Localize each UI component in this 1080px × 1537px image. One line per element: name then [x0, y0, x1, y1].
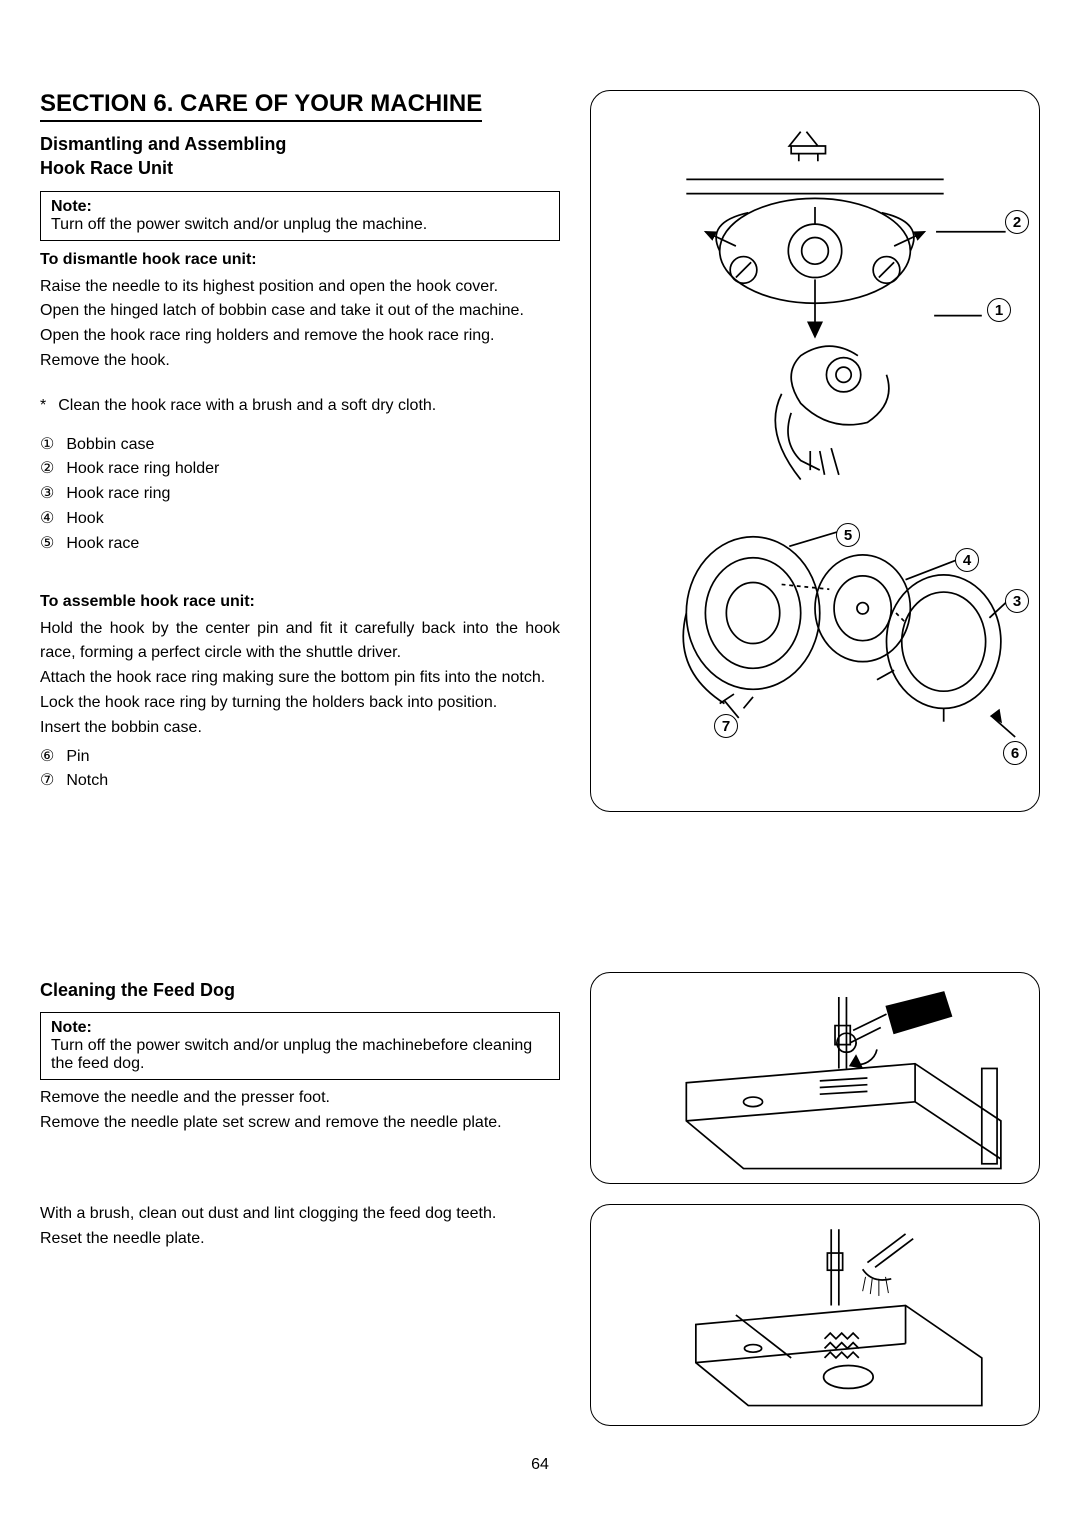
cleaning-heading: Cleaning the Feed Dog: [40, 978, 560, 1002]
assemble-p2: Attach the hook race ring making sure th…: [40, 666, 560, 691]
callout-1: 1: [987, 298, 1011, 322]
part-label: Hook race ring: [66, 482, 170, 507]
clean-bullet-row: * Clean the hook race with a brush and a…: [40, 394, 560, 419]
page-number: 64: [40, 1456, 1040, 1474]
part-label: Hook: [66, 507, 103, 532]
callout-4: 4: [955, 548, 979, 572]
dismantle-heading: To dismantle hook race unit:: [40, 251, 560, 269]
hook-race-figure-column: 1 2 3 4 5 6 7: [590, 90, 1040, 812]
part-num: ①: [40, 433, 54, 458]
part-row: ⑥ Pin: [40, 745, 560, 770]
part-num: ③: [40, 482, 54, 507]
part-num: ⑦: [40, 769, 54, 794]
part-row: ③ Hook race ring: [40, 482, 560, 507]
callout-3: 3: [1005, 589, 1029, 613]
part-label: Bobbin case: [66, 433, 154, 458]
part-label: Notch: [66, 769, 108, 794]
note-label: Note:: [51, 198, 92, 215]
part-num: ②: [40, 457, 54, 482]
feed-dog-diagram-1: [590, 972, 1040, 1184]
note-box-2: Note: Turn off the power switch and/or u…: [40, 1012, 560, 1080]
feed-dog-text-column: Cleaning the Feed Dog Note: Turn off the…: [40, 972, 560, 1426]
clean2-p2: Remove the needle plate set screw and re…: [40, 1111, 560, 1136]
assemble-heading: To assemble hook race unit:: [40, 593, 560, 611]
part-num: ⑤: [40, 532, 54, 557]
note-label: Note:: [51, 1019, 92, 1036]
manual-page: SECTION 6. CARE OF YOUR MACHINE Dismantl…: [0, 0, 1080, 1514]
subtitle-hook-race: Hook Race Unit: [40, 156, 560, 180]
dismantle-p1: Raise the needle to its highest position…: [40, 275, 560, 300]
assemble-p4: Insert the bobbin case.: [40, 716, 560, 741]
hook-race-text-column: SECTION 6. CARE OF YOUR MACHINE Dismantl…: [40, 90, 560, 812]
part-row: ① Bobbin case: [40, 433, 560, 458]
clean-text: Clean the hook race with a brush and a s…: [58, 394, 436, 419]
clean2-p1: Remove the needle and the presser foot.: [40, 1086, 560, 1111]
part-num: ⑥: [40, 745, 54, 770]
note-text: Turn off the power switch and/or unplug …: [51, 216, 427, 233]
part-row: ⑦ Notch: [40, 769, 560, 794]
part-label: Hook race: [66, 532, 139, 557]
part-label: Pin: [66, 745, 89, 770]
parts-list-2: ⑥ Pin ⑦ Notch: [40, 745, 560, 795]
callout-7: 7: [714, 714, 738, 738]
callout-6: 6: [1003, 741, 1027, 765]
parts-list-1: ① Bobbin case ② Hook race ring holder ③ Hoo…: [40, 433, 560, 557]
dismantle-p2: Open the hinged latch of bobbin case and…: [40, 299, 560, 324]
part-num: ④: [40, 507, 54, 532]
part-row: ② Hook race ring holder: [40, 457, 560, 482]
hook-race-diagram: 1 2 3 4 5 6 7: [590, 90, 1040, 812]
part-row: ④ Hook: [40, 507, 560, 532]
note-box-1: Note: Turn off the power switch and/or u…: [40, 191, 560, 241]
part-label: Hook race ring holder: [66, 457, 219, 482]
feed-dog-diagram-2: [590, 1204, 1040, 1426]
dismantle-p3: Open the hook race ring holders and remo…: [40, 324, 560, 349]
hook-race-svg: [591, 91, 1039, 811]
feed-dog-svg-1: [591, 973, 1039, 1183]
note-text: Turn off the power switch and/or unplug …: [51, 1037, 532, 1072]
clean2-p4: Reset the needle plate.: [40, 1227, 560, 1252]
part-row: ⑤ Hook race: [40, 532, 560, 557]
feed-dog-svg-2: [591, 1205, 1039, 1425]
assemble-p1: Hold the hook by the center pin and fit …: [40, 617, 560, 667]
dismantle-p4: Remove the hook.: [40, 349, 560, 374]
feed-dog-figure-column: [590, 972, 1040, 1426]
hook-race-section: SECTION 6. CARE OF YOUR MACHINE Dismantl…: [40, 90, 1040, 812]
subtitle-dismantling: Dismantling and Assembling: [40, 132, 560, 156]
assemble-p3: Lock the hook race ring by turning the h…: [40, 691, 560, 716]
feed-dog-section: Cleaning the Feed Dog Note: Turn off the…: [40, 972, 1040, 1426]
clean2-p3: With a brush, clean out dust and lint cl…: [40, 1202, 560, 1227]
section-title: SECTION 6. CARE OF YOUR MACHINE: [40, 90, 482, 122]
callout-2: 2: [1005, 210, 1029, 234]
callout-5: 5: [836, 523, 860, 547]
bullet-star: *: [40, 394, 46, 419]
